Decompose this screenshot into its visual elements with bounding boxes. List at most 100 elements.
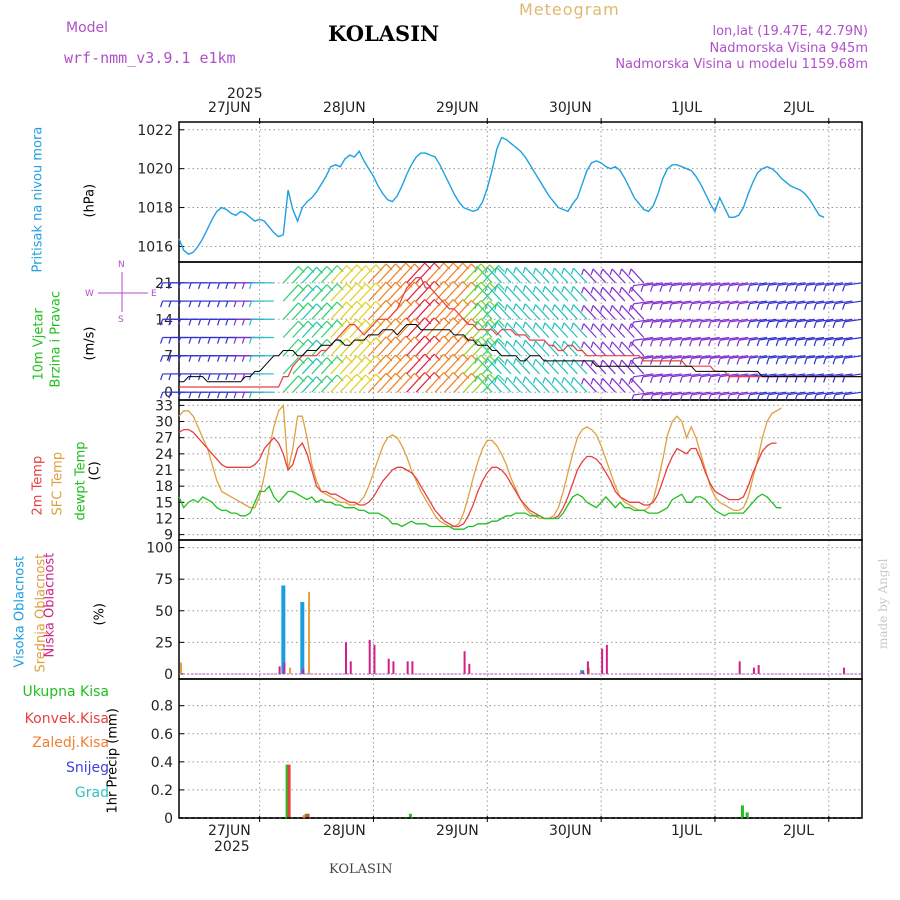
wind-barb-flag-72-1 (504, 359, 508, 366)
wind-barb-112-5 (691, 300, 711, 305)
wind-barb-94-2 (611, 341, 626, 357)
cloud-bar-2-7 (387, 658, 390, 674)
wind-barb-96-1 (621, 359, 635, 375)
wind-barb-96-0 (621, 377, 635, 393)
wind-barb-132-5 (787, 300, 806, 305)
wind-barb-flag-10-2 (207, 355, 211, 362)
wind-barb-flag-92-3 (600, 323, 604, 330)
wind-barb-76-2 (524, 339, 540, 357)
wind-barb-68-6 (486, 266, 502, 284)
wind-barb-flag-118-0 (717, 394, 721, 402)
wind-barb-72-6 (506, 267, 521, 284)
wind-barb-28-6 (311, 266, 328, 284)
wind-barb-26-5 (301, 285, 318, 302)
wind-barb-108-2 (671, 355, 692, 360)
wind-barb-48-6 (406, 262, 426, 284)
wind-barb-48-0 (406, 372, 426, 393)
wind-barb-flag-98-5 (628, 286, 632, 294)
wind-barb-flag-136-6 (804, 285, 808, 292)
wind-barb-90-5 (592, 286, 607, 302)
wind-barb-flag-94-4 (609, 305, 613, 312)
wind-barb-flag-68-3 (484, 321, 488, 329)
wind-barb-70-1 (496, 358, 512, 375)
wind-barb-114-1 (701, 373, 720, 378)
wind-barb-flag-14-6 (225, 282, 229, 290)
wind-barb-22-1 (282, 357, 299, 375)
wind-barb-88-5 (583, 286, 597, 302)
wind-barb-flag-16-3 (233, 337, 237, 344)
wind-barb-flag-108-6 (668, 285, 673, 292)
wind-barb-flag-92-5 (600, 286, 604, 294)
wind-barb-flag-122-4 (736, 321, 740, 329)
wind-barb-90-0 (592, 377, 607, 393)
wind-barb-flag-124-4 (747, 321, 751, 328)
cloud-bar-1-1 (289, 667, 292, 674)
wind-barb-flag-68-6 (484, 267, 488, 274)
wind-barb-flag-106-4 (659, 321, 663, 329)
wind-barb-flag-104-4 (649, 321, 654, 329)
wind-barb-flag-120-1 (727, 376, 731, 383)
wind-barb-84-5 (563, 285, 578, 302)
wind-barb-50-6 (415, 262, 435, 284)
wind-barb-flag-10-5 (207, 300, 211, 308)
wind-barb-42-3 (377, 318, 396, 338)
day-label-top-4: 1JUL (671, 100, 703, 116)
wind-barb-118-0 (720, 391, 739, 396)
wind-barb-30-1 (320, 356, 338, 375)
ytick-label-pressure-0: 1016 (137, 239, 173, 255)
wind-barb-114-5 (701, 300, 720, 305)
credit-label: made by Angel (876, 558, 890, 649)
wind-barb-flag-78-4 (532, 304, 537, 311)
wind-barb-78-2 (535, 340, 550, 357)
wind-barb-110-2 (682, 355, 701, 359)
wind-barb-82-6 (553, 267, 569, 284)
wind-barb-flag-78-6 (532, 267, 537, 275)
wind-barb-76-0 (524, 376, 540, 393)
wind-barb-flag-76-2 (522, 340, 526, 347)
wind-barb-100-6 (633, 282, 654, 287)
wind-barb-flag-84-6 (561, 267, 565, 275)
ytick-label-temperature-5: 24 (155, 447, 173, 463)
wind-barb-flag-134-3 (794, 339, 798, 347)
wind-barb-flag-140-1 (823, 376, 827, 383)
wind-barb-flag-6-6 (188, 282, 192, 290)
wind-barb-flag-124-2 (747, 358, 751, 365)
wind-barb-flag-94-2 (609, 341, 613, 349)
wind-barb-92-4 (602, 305, 616, 320)
wind-barb-110-4 (682, 318, 701, 323)
wind-barb-flag-14-4 (225, 319, 229, 326)
wind-barb-80-5 (544, 285, 559, 302)
wind-barb-flag-0-0 (160, 391, 164, 399)
cloud-bar-0-0 (281, 585, 286, 674)
wind-barb-flag-132-3 (785, 339, 789, 347)
ytick-label-cloud-0: 0 (164, 667, 173, 683)
wind-barb-flag-4-5 (177, 300, 181, 308)
wind-barb-98-2 (630, 341, 645, 357)
wind-barb-114-2 (701, 355, 720, 359)
wind-barb-28-0 (311, 375, 328, 393)
wind-barb-72-2 (506, 340, 521, 357)
wind-barb-58-1 (453, 354, 472, 375)
wind-barb-142-4 (835, 318, 853, 323)
wind-barb-flag-112-2 (689, 358, 693, 365)
cloud-bar-2-13 (582, 671, 585, 674)
wind-barb-130-0 (778, 391, 796, 396)
wind-barb-54-0 (434, 372, 454, 393)
wind-barb-88-1 (583, 359, 597, 375)
wind-barb-flag-114-4 (698, 321, 702, 329)
wind-barb-54-5 (434, 280, 454, 302)
wind-barb-flag-70-4 (494, 303, 498, 310)
wind-barb-96-5 (621, 286, 635, 302)
wind-barb-56-3 (444, 317, 464, 338)
wind-barb-flag-0-3 (160, 337, 164, 344)
wind-barb-78-1 (535, 358, 550, 375)
wind-barb-22-4 (282, 302, 299, 320)
wind-barb-26-1 (301, 358, 318, 375)
wind-barb-flag-70-2 (494, 340, 498, 347)
wind-barb-flag-88-0 (581, 378, 585, 385)
wind-barb-72-1 (506, 358, 521, 375)
wind-barb-flag-110-6 (679, 285, 683, 292)
wind-barb-88-3 (583, 323, 597, 338)
wind-barb-42-1 (377, 354, 396, 375)
wind-barb-132-4 (787, 318, 806, 323)
